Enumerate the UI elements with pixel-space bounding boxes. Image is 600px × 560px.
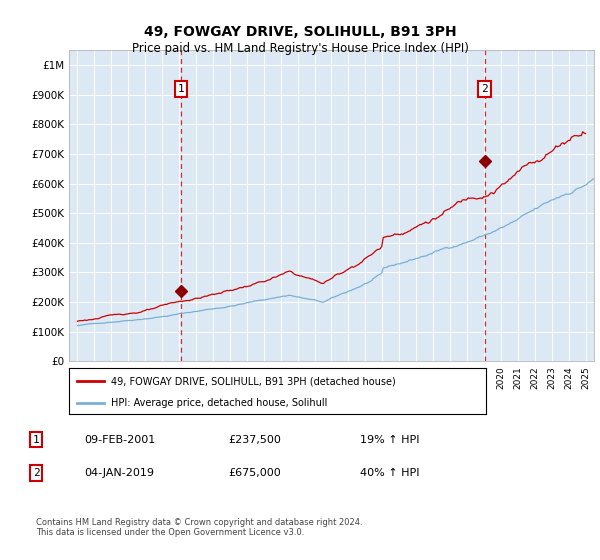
Text: 09-FEB-2001: 09-FEB-2001 bbox=[84, 435, 155, 445]
Text: £675,000: £675,000 bbox=[228, 468, 281, 478]
Text: HPI: Average price, detached house, Solihull: HPI: Average price, detached house, Soli… bbox=[110, 398, 327, 408]
Text: 1: 1 bbox=[32, 435, 40, 445]
Text: Contains HM Land Registry data © Crown copyright and database right 2024.
This d: Contains HM Land Registry data © Crown c… bbox=[36, 518, 362, 538]
Text: 2: 2 bbox=[481, 84, 488, 94]
Text: 40% ↑ HPI: 40% ↑ HPI bbox=[360, 468, 419, 478]
Text: 04-JAN-2019: 04-JAN-2019 bbox=[84, 468, 154, 478]
Text: Price paid vs. HM Land Registry's House Price Index (HPI): Price paid vs. HM Land Registry's House … bbox=[131, 42, 469, 55]
Text: 1: 1 bbox=[178, 84, 184, 94]
Text: 2: 2 bbox=[32, 468, 40, 478]
Text: 49, FOWGAY DRIVE, SOLIHULL, B91 3PH: 49, FOWGAY DRIVE, SOLIHULL, B91 3PH bbox=[143, 25, 457, 39]
Text: 19% ↑ HPI: 19% ↑ HPI bbox=[360, 435, 419, 445]
Text: £237,500: £237,500 bbox=[228, 435, 281, 445]
Text: 49, FOWGAY DRIVE, SOLIHULL, B91 3PH (detached house): 49, FOWGAY DRIVE, SOLIHULL, B91 3PH (det… bbox=[110, 376, 395, 386]
